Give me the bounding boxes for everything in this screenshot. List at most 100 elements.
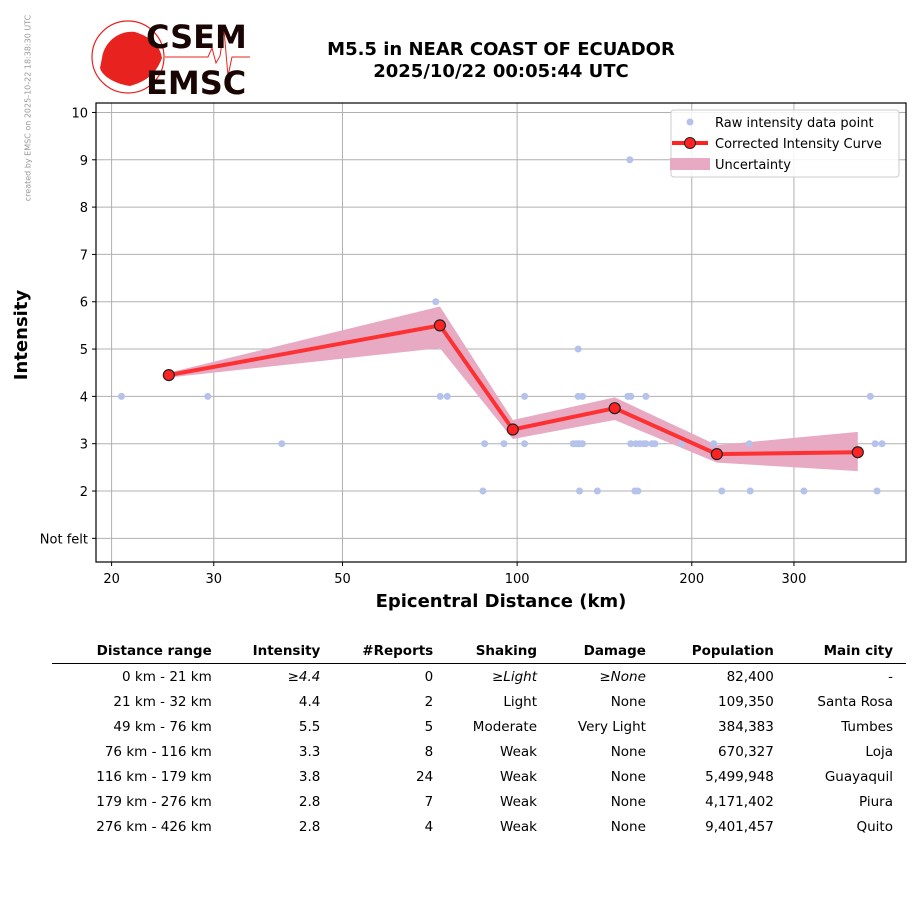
table-row: 0 km - 21 km ≥4.4 0 ≥Light ≥None 82,400 - xyxy=(52,664,906,690)
table-cell: None xyxy=(610,793,646,810)
raw-data-point xyxy=(576,487,584,495)
curve-point xyxy=(608,402,621,415)
table-cell: 2.8 xyxy=(298,818,321,835)
column-header: Intensity xyxy=(224,640,334,664)
y-tick-label: 7 xyxy=(80,248,88,263)
x-tick-label: 300 xyxy=(782,572,807,587)
raw-data-point xyxy=(432,298,440,306)
table-cell: Guayaquil xyxy=(824,768,893,785)
legend-band-swatch xyxy=(670,158,710,170)
raw-data-point xyxy=(627,392,635,400)
table-cell: None xyxy=(610,768,646,785)
raw-data-point xyxy=(873,487,881,495)
raw-data-point xyxy=(204,392,212,400)
legend-raw-marker xyxy=(686,118,694,126)
table-cell: 276 km - 426 km xyxy=(96,818,212,835)
raw-data-point xyxy=(651,440,659,448)
emsc-logo: CSEM EMSC xyxy=(90,18,255,98)
table-cell: 7 xyxy=(424,793,434,810)
table-cell: 21 km - 32 km xyxy=(113,693,212,710)
curve-point xyxy=(506,423,519,436)
table-cell: Weak xyxy=(500,818,538,835)
raw-data-point xyxy=(593,487,601,495)
table-cell: Loja xyxy=(865,743,893,760)
table-cell: 8 xyxy=(424,743,434,760)
raw-data-point xyxy=(626,156,634,164)
y-tick-label: 8 xyxy=(80,201,88,216)
column-header: Distance range xyxy=(52,640,225,664)
y-tick-label: 3 xyxy=(80,438,88,453)
raw-data-point xyxy=(642,392,650,400)
globe-logo-icon: CSEM EMSC xyxy=(91,18,250,98)
intensity-table: Distance range Intensity #Reports Shaking Da… xyxy=(52,640,906,839)
x-tick-label: 50 xyxy=(334,572,351,587)
table-cell: ≥Light xyxy=(492,668,538,685)
raw-data-point xyxy=(866,392,874,400)
y-tick-label: 5 xyxy=(80,343,88,358)
curve-point xyxy=(162,368,175,382)
legend-entry: Uncertainty xyxy=(715,158,791,173)
raw-data-point xyxy=(574,345,582,353)
table-cell: 76 km - 116 km xyxy=(104,743,212,760)
y-tick-label: 4 xyxy=(80,390,88,405)
y-axis-label: Intensity xyxy=(11,290,32,381)
raw-data-point xyxy=(117,392,125,400)
table-header-row: Distance range Intensity #Reports Shaking Da… xyxy=(52,640,906,664)
raw-data-point xyxy=(746,487,754,495)
table-cell: 109,350 xyxy=(718,693,774,710)
column-header: Shaking xyxy=(446,640,551,664)
y-tick-label: 6 xyxy=(80,296,88,311)
legend-entry: Corrected Intensity Curve xyxy=(715,137,882,152)
column-header: Main city xyxy=(786,640,906,664)
curve-point xyxy=(851,446,864,459)
y-tick-label: Not felt xyxy=(40,532,88,547)
table-cell: ≥4.4 xyxy=(287,668,321,685)
y-tick-label: 10 xyxy=(71,106,88,121)
x-tick-label: 20 xyxy=(103,572,120,587)
svg-text:CSEM: CSEM xyxy=(146,18,247,56)
raw-data-point xyxy=(479,487,487,495)
raw-data-point xyxy=(677,440,685,448)
table-cell: 384,383 xyxy=(718,718,774,735)
raw-data-point xyxy=(878,440,886,448)
corrected-intensity-line xyxy=(168,323,858,457)
raw-data-point xyxy=(627,440,635,448)
raw-data-point xyxy=(745,440,753,448)
raw-data-point xyxy=(521,440,529,448)
raw-data-point xyxy=(278,440,286,448)
table-row: 179 km - 276 km 2.8 7 Weak None 4,171,402 Piur… xyxy=(52,789,906,814)
table-cell: 116 km - 179 km xyxy=(96,768,212,785)
curve-point xyxy=(433,319,446,332)
legend-box xyxy=(670,109,900,178)
table-cell: 2 xyxy=(424,693,434,710)
table-cell: 3.3 xyxy=(298,743,321,760)
table-cell: Very Light xyxy=(577,718,646,735)
raw-data-point xyxy=(710,440,718,448)
table-cell: 5.5 xyxy=(298,718,321,735)
plot-frame xyxy=(95,102,907,563)
curve-point xyxy=(710,448,723,461)
x-axis-label: Epicentral Distance (km) xyxy=(376,591,627,612)
x-tick-label: 100 xyxy=(505,572,530,587)
table-cell: 0 xyxy=(424,668,434,685)
table-cell: ≥None xyxy=(599,668,646,685)
chart-title: M5.5 in NEAR COAST OF ECUADOR xyxy=(327,39,675,60)
raw-data-point xyxy=(800,487,808,495)
column-header: #Reports xyxy=(333,640,447,664)
column-header: Damage xyxy=(550,640,659,664)
raw-data-point xyxy=(436,392,444,400)
y-tick-label: 2 xyxy=(80,485,88,500)
table-cell: Moderate xyxy=(472,718,538,735)
table-cell: None xyxy=(610,818,646,835)
table-cell: 4.4 xyxy=(298,693,321,710)
table-cell: 179 km - 276 km xyxy=(96,793,212,810)
legend: Raw intensity data point Corrected Intens… xyxy=(670,109,900,178)
raw-data-point xyxy=(634,487,642,495)
raw-data-point xyxy=(718,487,726,495)
intensity-chart: 20 30 50 100 200 300 Not felt 2 3 4 5 6 7 8 9 10 Epicent… xyxy=(11,102,907,612)
table-row: 276 km - 426 km 2.8 4 Weak None 9,401,457 Quit… xyxy=(52,814,906,839)
raw-data-point xyxy=(578,392,586,400)
table-cell: Quito xyxy=(856,818,894,835)
table-cell: Tumbes xyxy=(841,718,893,735)
column-header: Population xyxy=(658,640,787,664)
